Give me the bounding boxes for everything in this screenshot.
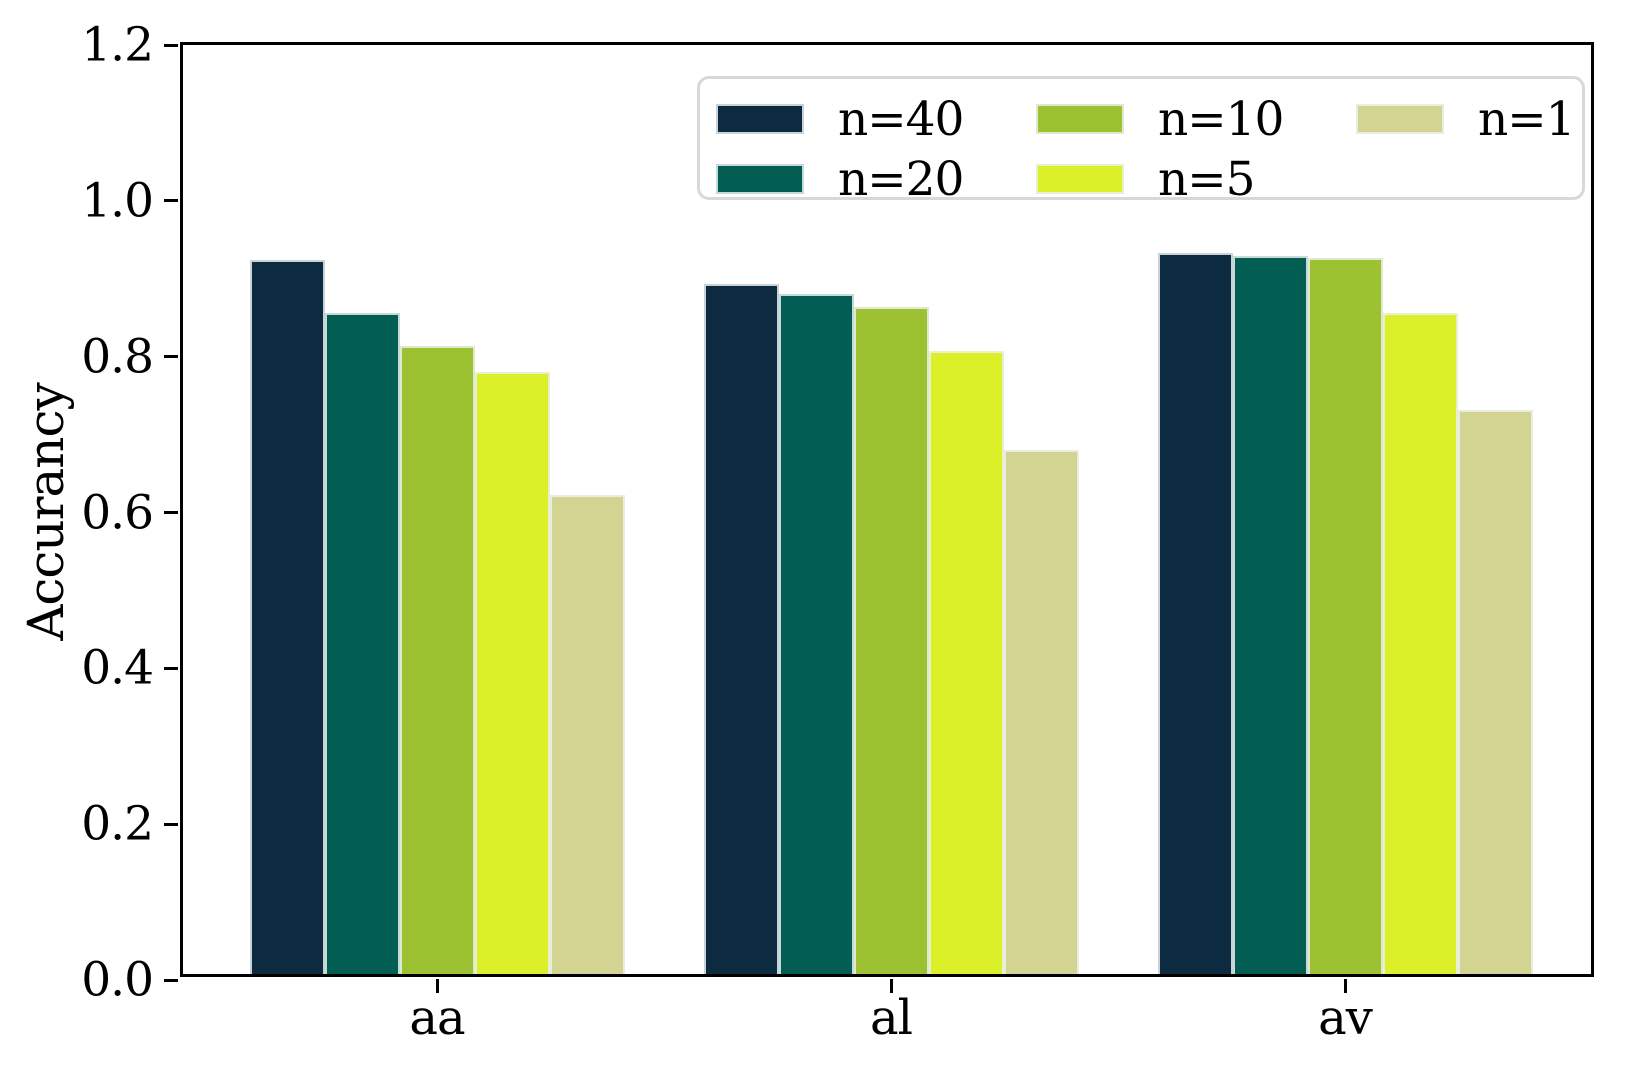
legend-column: n=10 n=5 [1036, 89, 1356, 209]
legend-swatch-icon [1036, 164, 1124, 194]
y-tick-label: 0.6 [81, 485, 154, 540]
bar-al-n10 [853, 307, 929, 974]
x-tick-label-aa: aa [409, 990, 465, 1046]
y-tick-mark [164, 822, 178, 826]
bar-av-n10 [1307, 257, 1383, 974]
y-tick-mark [164, 355, 178, 359]
x-tick-mark [435, 979, 439, 993]
x-tick-label-al: al [870, 990, 913, 1046]
bar-aa-n1 [549, 494, 625, 974]
legend-label: n=20 [838, 151, 964, 207]
legend-column: n=1 [1356, 89, 1576, 149]
legend-entry-n10: n=10 [1036, 89, 1356, 149]
y-tick-mark [164, 511, 178, 514]
legend-label: n=5 [1158, 151, 1256, 207]
y-tick-label: 0.8 [81, 329, 154, 385]
bar-aa-n20 [324, 313, 400, 974]
legend-entry-n5: n=5 [1036, 149, 1356, 209]
bar-aa-n10 [399, 346, 475, 974]
legend-entry-n40: n=40 [716, 89, 1036, 149]
legend-swatch-icon [1356, 104, 1444, 134]
x-tick-mark [889, 979, 893, 993]
bar-aa-n40 [249, 260, 325, 974]
y-axis-label: Accurancy [17, 383, 75, 641]
legend-swatch-icon [716, 104, 804, 134]
legend-swatch-icon [1036, 104, 1124, 134]
legend-swatch-icon [716, 164, 804, 194]
y-tick-label: 0.0 [81, 952, 154, 1008]
x-tick-label-av: av [1318, 990, 1373, 1046]
y-tick-label: 0.2 [81, 796, 154, 852]
bar-al-n20 [778, 293, 854, 974]
legend-entry-n20: n=20 [716, 149, 1036, 209]
bar-av-n1 [1457, 409, 1533, 974]
y-tick-mark [164, 199, 178, 203]
x-tick-mark [1343, 979, 1347, 993]
bar-aa-n5 [474, 372, 550, 974]
y-tick-mark [164, 666, 178, 670]
bar-al-n5 [928, 351, 1004, 974]
y-tick-label: 1.2 [81, 17, 154, 73]
legend-entry-n1: n=1 [1356, 89, 1576, 149]
y-tick-mark [164, 978, 178, 982]
bar-al-n1 [1003, 449, 1079, 974]
legend-label: n=10 [1158, 91, 1284, 147]
y-tick-label: 1.0 [81, 173, 154, 229]
y-tick-label: 0.4 [81, 640, 154, 696]
legend-label: n=1 [1478, 91, 1576, 147]
bar-av-n40 [1157, 253, 1233, 974]
bar-av-n5 [1382, 312, 1458, 974]
y-tick-mark [164, 43, 178, 47]
bar-av-n20 [1232, 255, 1308, 974]
legend-label: n=40 [838, 91, 964, 147]
legend: n=40 n=20 n=10 n=5 n=1 [697, 76, 1585, 203]
legend-column: n=40 n=20 [716, 89, 1036, 209]
bar-al-n40 [703, 283, 779, 974]
